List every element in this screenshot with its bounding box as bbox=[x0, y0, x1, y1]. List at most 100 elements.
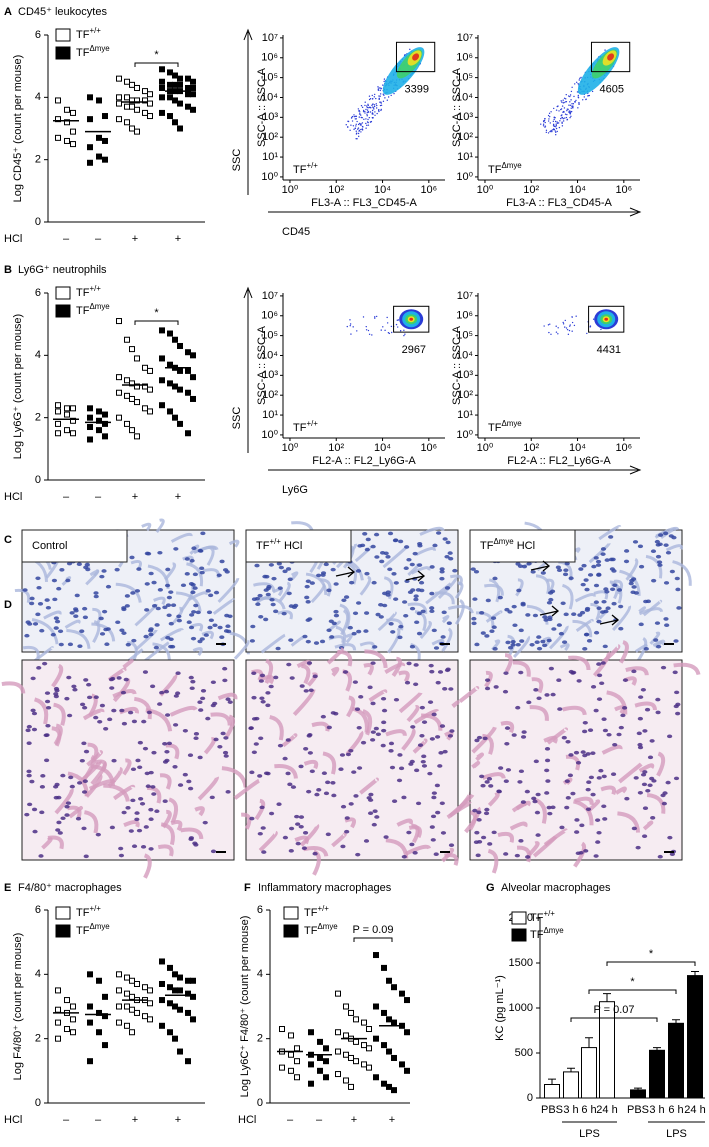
cloud-dot bbox=[384, 97, 386, 99]
data-point bbox=[167, 984, 173, 991]
arrow bbox=[530, 565, 550, 571]
micrograph-label-base: Control bbox=[32, 540, 67, 552]
tissue-strand bbox=[497, 831, 514, 843]
nucleus bbox=[546, 805, 552, 810]
data-point bbox=[70, 1029, 76, 1036]
y-tick-label: 6 bbox=[257, 904, 263, 916]
legend-label: TF+/+ bbox=[304, 904, 329, 919]
nucleus bbox=[651, 779, 657, 783]
tissue-strand bbox=[301, 663, 311, 685]
cloud-dot bbox=[552, 128, 555, 131]
y-tick-label: 10⁴ bbox=[456, 349, 473, 361]
nucleus bbox=[396, 778, 403, 783]
data-point bbox=[159, 980, 165, 987]
tissue-strand bbox=[606, 690, 628, 715]
nucleus bbox=[600, 661, 606, 665]
data-point bbox=[147, 1000, 153, 1007]
y-tick-label: 10³ bbox=[457, 111, 473, 123]
nucleus bbox=[631, 826, 637, 831]
tissue-strand bbox=[546, 727, 568, 745]
tissue-strand bbox=[487, 848, 499, 874]
nucleus bbox=[191, 610, 197, 614]
nucleus bbox=[391, 571, 397, 576]
y-tick-label: 10⁰ bbox=[261, 171, 278, 183]
cloud-dot bbox=[376, 112, 378, 115]
cloud-dot bbox=[580, 76, 582, 79]
data-point bbox=[124, 377, 130, 384]
tissue-strand bbox=[407, 602, 428, 615]
data-point bbox=[190, 84, 196, 91]
data-point bbox=[116, 389, 122, 396]
nucleus bbox=[144, 582, 150, 586]
cloud-dot bbox=[567, 333, 570, 336]
cloud-dot bbox=[390, 325, 393, 328]
tissue-strand bbox=[86, 750, 103, 767]
y-tick-label: 10⁶ bbox=[261, 310, 278, 322]
nucleus bbox=[655, 554, 662, 559]
nucleus bbox=[225, 790, 231, 794]
nucleus bbox=[50, 632, 56, 637]
data-point bbox=[167, 408, 173, 415]
nucleus bbox=[382, 603, 388, 608]
legend-swatch bbox=[511, 911, 527, 925]
nucleus bbox=[667, 835, 673, 840]
data-point bbox=[70, 1003, 76, 1010]
cloud-dot bbox=[353, 128, 355, 131]
nucleus bbox=[352, 611, 359, 616]
y-tick-label: 10¹ bbox=[262, 409, 278, 421]
x-tick-label: 24 h bbox=[684, 1104, 705, 1116]
legend-label: TF+/+ bbox=[76, 26, 101, 41]
nucleus bbox=[163, 689, 170, 694]
x-tick-label: – bbox=[95, 491, 102, 503]
nucleus bbox=[654, 621, 661, 625]
nucleus bbox=[437, 764, 443, 768]
y-tick-label: 4 bbox=[35, 349, 41, 361]
tissue-strand bbox=[264, 658, 274, 684]
cloud-dot bbox=[544, 121, 546, 124]
cloud-dot bbox=[383, 80, 385, 83]
cloud-dot bbox=[560, 108, 562, 111]
cloud-dot bbox=[358, 110, 360, 112]
nucleus bbox=[504, 726, 511, 730]
cloud-dot bbox=[588, 94, 591, 97]
nucleus bbox=[77, 781, 83, 785]
nucleus bbox=[182, 772, 188, 777]
data-point bbox=[134, 355, 140, 362]
nucleus bbox=[338, 767, 344, 771]
data-point bbox=[64, 405, 70, 412]
data-point bbox=[116, 971, 122, 978]
arrow-head bbox=[243, 28, 253, 41]
cloud-dot bbox=[555, 331, 558, 333]
nucleus bbox=[676, 606, 682, 610]
y-tick-label: 2 bbox=[35, 154, 41, 166]
nucleus bbox=[417, 743, 424, 747]
nucleus bbox=[276, 802, 282, 806]
nucleus bbox=[86, 682, 92, 687]
legend-label-base: TF bbox=[76, 287, 90, 299]
tissue-strand bbox=[559, 643, 570, 652]
nucleus bbox=[103, 726, 109, 731]
cloud-dot bbox=[571, 316, 573, 318]
nucleus bbox=[596, 697, 603, 701]
nucleus bbox=[305, 579, 311, 584]
data-point bbox=[177, 1048, 183, 1055]
nucleus bbox=[38, 854, 44, 858]
panel-letter: D bbox=[4, 599, 12, 611]
nucleus bbox=[295, 841, 301, 846]
nucleus bbox=[440, 831, 447, 835]
nucleus bbox=[563, 568, 569, 573]
cloud-dot bbox=[371, 98, 374, 100]
nucleus bbox=[111, 758, 117, 763]
nucleus bbox=[195, 610, 201, 615]
data-point bbox=[190, 993, 196, 1000]
legend-swatch bbox=[55, 906, 71, 920]
nucleus bbox=[273, 675, 279, 680]
genotype-label: TF+/+ bbox=[293, 161, 318, 176]
nucleus bbox=[432, 543, 438, 548]
nucleus bbox=[378, 615, 384, 619]
genotype-label-sup: Δmye bbox=[501, 161, 522, 170]
nucleus bbox=[365, 537, 371, 542]
cloud-dot bbox=[547, 120, 550, 122]
x-tick-label: – bbox=[63, 233, 70, 245]
nucleus bbox=[82, 779, 88, 783]
